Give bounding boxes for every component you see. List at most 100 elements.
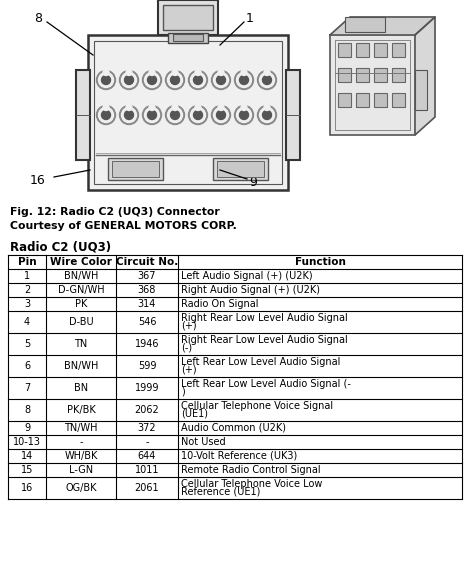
Circle shape	[119, 106, 138, 124]
Circle shape	[235, 71, 254, 89]
Text: Right Audio Signal (+) (U2K): Right Audio Signal (+) (U2K)	[181, 285, 320, 295]
Circle shape	[217, 76, 226, 85]
Circle shape	[103, 69, 109, 76]
Circle shape	[172, 105, 178, 111]
Text: Remote Radio Control Signal: Remote Radio Control Signal	[181, 465, 320, 475]
Circle shape	[143, 106, 162, 124]
Bar	[356, 68, 369, 82]
Circle shape	[99, 107, 113, 123]
Circle shape	[241, 69, 247, 76]
Circle shape	[189, 71, 208, 89]
Circle shape	[167, 107, 182, 123]
Bar	[335, 40, 410, 130]
Text: 9: 9	[249, 176, 257, 189]
Circle shape	[143, 71, 162, 89]
Text: Left Rear Low Level Audio Signal (-: Left Rear Low Level Audio Signal (-	[181, 379, 351, 389]
Text: Not Used: Not Used	[181, 437, 226, 447]
Circle shape	[263, 76, 272, 85]
Text: Wire Color: Wire Color	[50, 257, 112, 267]
Bar	[338, 93, 351, 107]
Text: ): )	[181, 387, 185, 397]
Circle shape	[125, 111, 134, 120]
Text: Fig. 12: Radio C2 (UQ3) Connector: Fig. 12: Radio C2 (UQ3) Connector	[10, 207, 220, 217]
Circle shape	[126, 69, 132, 76]
Bar	[158, 0, 218, 35]
Bar	[213, 158, 268, 180]
Circle shape	[103, 105, 109, 111]
Text: Right Rear Low Level Audio Signal: Right Rear Low Level Audio Signal	[181, 313, 348, 323]
Text: 599: 599	[138, 361, 156, 371]
Circle shape	[97, 106, 116, 124]
Circle shape	[218, 105, 224, 111]
Text: (+): (+)	[181, 365, 197, 375]
Bar	[173, 34, 203, 41]
Bar	[392, 43, 405, 57]
Text: PK: PK	[75, 299, 87, 309]
Bar	[356, 43, 369, 57]
Text: Audio Common (U2K): Audio Common (U2K)	[181, 423, 286, 433]
Bar	[338, 43, 351, 57]
Bar	[76, 70, 90, 160]
Circle shape	[195, 105, 201, 111]
Text: 368: 368	[138, 285, 156, 295]
Text: 1: 1	[246, 11, 254, 24]
Text: PK/BK: PK/BK	[67, 405, 95, 415]
Bar	[217, 161, 264, 177]
Circle shape	[149, 69, 155, 76]
Bar	[8, 255, 462, 499]
Circle shape	[211, 106, 230, 124]
Text: 644: 644	[138, 451, 156, 461]
Circle shape	[239, 76, 248, 85]
Text: Cellular Telephone Voice Signal: Cellular Telephone Voice Signal	[181, 401, 333, 411]
Text: Radio On Signal: Radio On Signal	[181, 299, 258, 309]
Circle shape	[171, 111, 180, 120]
Circle shape	[193, 76, 202, 85]
Text: Pin: Pin	[18, 257, 36, 267]
Circle shape	[264, 69, 270, 76]
Text: 314: 314	[138, 299, 156, 309]
Text: Left Audio Signal (+) (U2K): Left Audio Signal (+) (U2K)	[181, 271, 313, 281]
Circle shape	[237, 107, 252, 123]
Circle shape	[125, 76, 134, 85]
Text: 367: 367	[138, 271, 156, 281]
Text: 10-Volt Reference (UK3): 10-Volt Reference (UK3)	[181, 451, 297, 461]
Bar	[163, 5, 213, 30]
Text: L-GN: L-GN	[69, 465, 93, 475]
Text: BN/WH: BN/WH	[64, 361, 98, 371]
Circle shape	[239, 111, 248, 120]
Circle shape	[101, 76, 110, 85]
Circle shape	[172, 69, 178, 76]
Bar	[330, 35, 415, 135]
Bar	[374, 93, 387, 107]
Bar	[108, 158, 163, 180]
Circle shape	[259, 107, 274, 123]
Circle shape	[145, 72, 159, 88]
Circle shape	[195, 69, 201, 76]
Text: Circuit No.: Circuit No.	[116, 257, 178, 267]
Circle shape	[217, 111, 226, 120]
Text: TN: TN	[74, 339, 88, 349]
Text: (+): (+)	[181, 321, 197, 331]
Text: 15: 15	[21, 465, 33, 475]
Circle shape	[97, 71, 116, 89]
Circle shape	[264, 105, 270, 111]
Text: 8: 8	[34, 11, 42, 24]
Bar	[338, 68, 351, 82]
Text: Right Rear Low Level Audio Signal: Right Rear Low Level Audio Signal	[181, 335, 348, 345]
Text: Courtesy of GENERAL MOTORS CORP.: Courtesy of GENERAL MOTORS CORP.	[10, 221, 237, 231]
Polygon shape	[330, 17, 435, 35]
Text: 546: 546	[138, 317, 156, 327]
Text: Reference (UE1): Reference (UE1)	[181, 487, 260, 497]
Circle shape	[193, 111, 202, 120]
Circle shape	[191, 107, 206, 123]
Bar	[94, 41, 282, 184]
Circle shape	[211, 71, 230, 89]
Polygon shape	[415, 17, 435, 135]
Circle shape	[218, 69, 224, 76]
Circle shape	[165, 71, 184, 89]
Circle shape	[189, 106, 208, 124]
Text: BN: BN	[74, 383, 88, 393]
Text: 372: 372	[137, 423, 156, 433]
Text: Function: Function	[294, 257, 346, 267]
Bar	[345, 17, 385, 32]
